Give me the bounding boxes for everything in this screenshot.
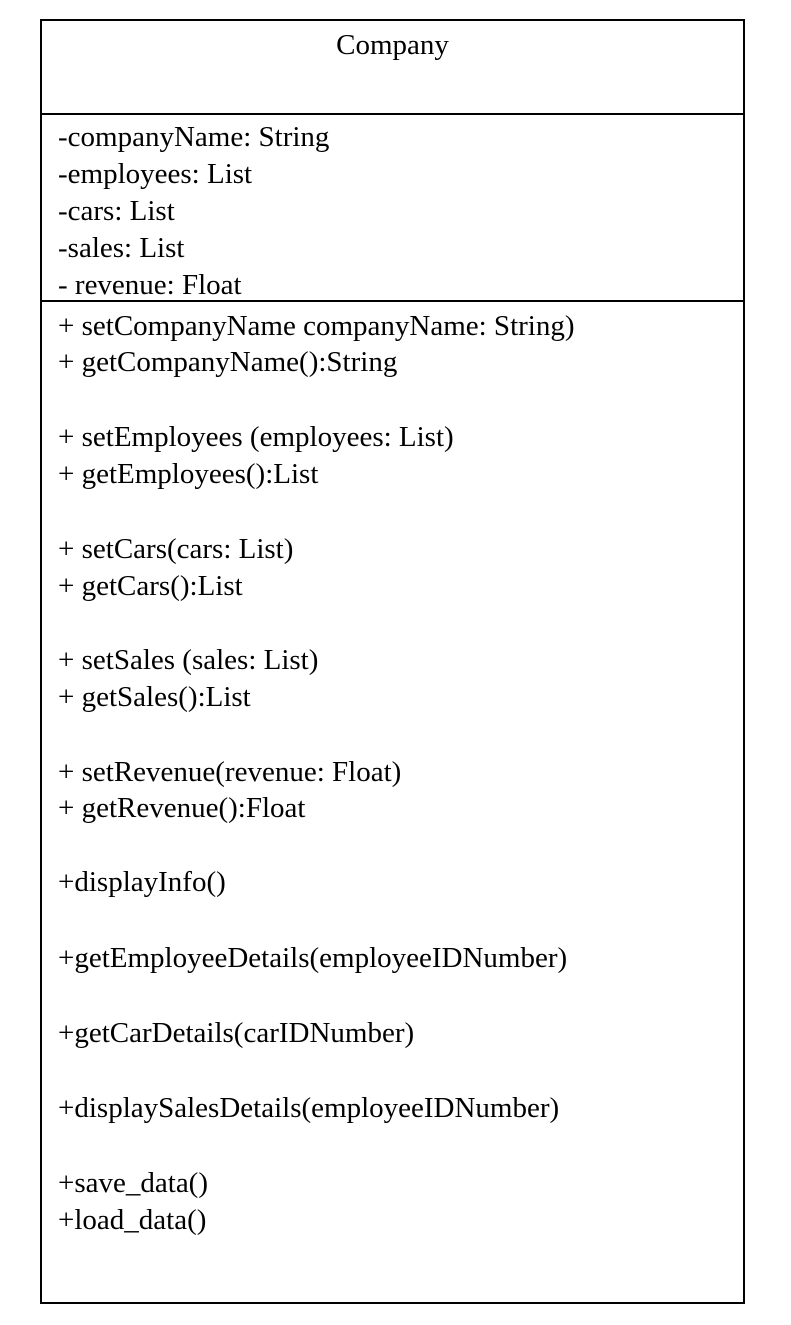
operation-set-revenue: + setRevenue(revenue: Float)	[58, 756, 402, 788]
operation-get-revenue: + getRevenue():Float	[58, 792, 306, 824]
operation-get-cars: + getCars():List	[58, 570, 243, 602]
attribute-company-name: -companyName: String	[58, 121, 330, 153]
operation-get-employees: + getEmployees():List	[58, 458, 319, 490]
operation-get-company-name: + getCompanyName():String	[58, 346, 398, 378]
operation-get-employee-details: +getEmployeeDetails(employeeIDNumber)	[58, 942, 568, 974]
operation-get-sales: + getSales():List	[58, 681, 251, 713]
attribute-revenue: - revenue: Float	[58, 269, 242, 301]
operation-load-data: +load_data()	[58, 1204, 207, 1236]
attribute-sales: -sales: List	[58, 232, 185, 264]
operation-set-sales: + setSales (sales: List)	[58, 644, 319, 676]
class-name-compartment: Company	[42, 21, 743, 115]
attribute-employees: -employees: List	[58, 158, 253, 190]
attributes-compartment: -companyName: String -employees: List -c…	[42, 115, 743, 302]
operation-save-data: +save_data()	[58, 1167, 208, 1199]
operation-display-info: +displayInfo()	[58, 866, 226, 898]
operation-set-employees: + setEmployees (employees: List)	[58, 421, 454, 453]
class-name: Company	[336, 29, 449, 61]
company-class-box: Company -companyName: String -employees:…	[40, 19, 745, 1304]
operations-compartment: + setCompanyName companyName: String) + …	[42, 302, 743, 1302]
attribute-cars: -cars: List	[58, 195, 175, 227]
operation-display-sales-details: +displaySalesDetails(employeeIDNumber)	[58, 1092, 560, 1124]
operation-set-company-name: + setCompanyName companyName: String)	[58, 310, 575, 342]
operation-get-car-details: +getCarDetails(carIDNumber)	[58, 1017, 415, 1049]
operation-set-cars: + setCars(cars: List)	[58, 533, 294, 565]
